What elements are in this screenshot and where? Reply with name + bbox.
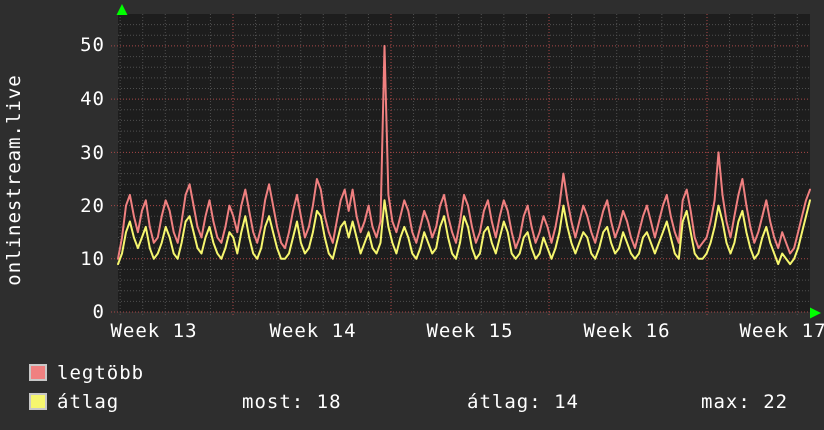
legend-swatch-legtobb: [29, 364, 47, 381]
y-tick-10: 10: [80, 248, 105, 270]
legend-label-atlag: átlag: [57, 391, 120, 413]
x-tick-week-17: Week 17: [739, 320, 824, 342]
x-tick-week-13: Week 13: [110, 320, 198, 342]
y-tick-50: 50: [80, 34, 105, 56]
y-tick-20: 20: [80, 195, 105, 217]
y-tick-40: 40: [80, 88, 105, 110]
stat-max: max: 22: [701, 391, 789, 413]
stat-most: most: 18: [242, 391, 342, 413]
legend-swatch-atlag: [29, 393, 47, 410]
x-tick-week-15: Week 15: [426, 320, 514, 342]
x-tick-week-14: Week 14: [269, 320, 357, 342]
legend-label-legtobb: legtöbb: [57, 362, 145, 384]
line-chart-canvas: [111, 4, 821, 319]
x-tick-week-16: Week 16: [583, 320, 671, 342]
y-tick-0: 0: [92, 301, 105, 323]
y-tick-30: 30: [80, 142, 105, 164]
stat-atlag: átlag: 14: [467, 391, 579, 413]
